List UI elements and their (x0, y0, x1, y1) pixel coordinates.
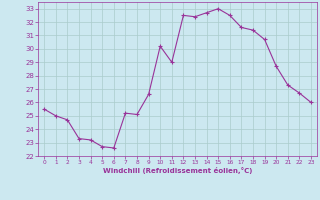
X-axis label: Windchill (Refroidissement éolien,°C): Windchill (Refroidissement éolien,°C) (103, 167, 252, 174)
